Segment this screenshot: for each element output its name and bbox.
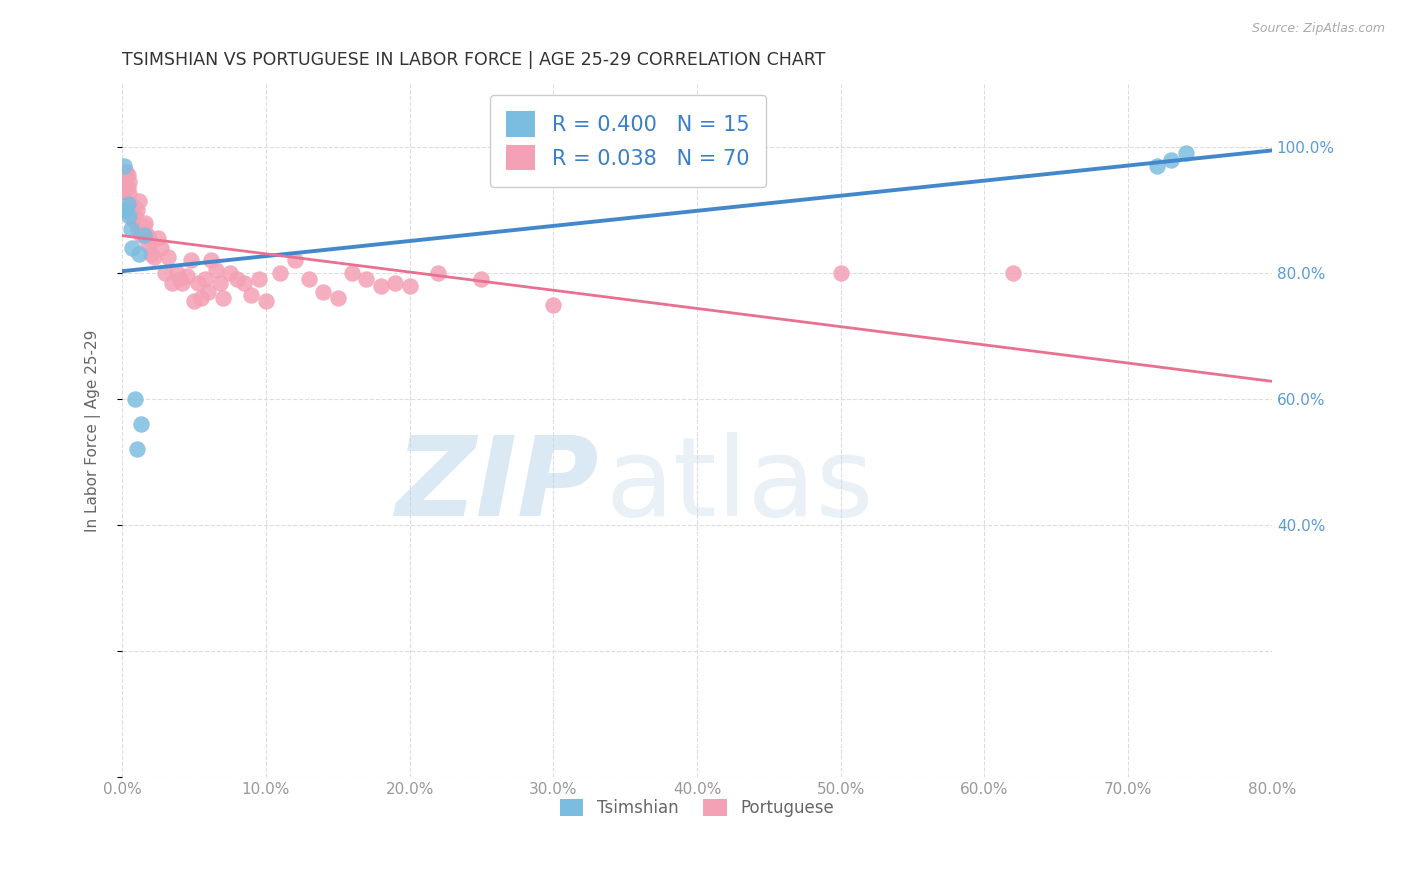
Point [124, 210, 146, 224]
Point [543, 297, 565, 311]
Point [204, 263, 226, 277]
Point [1174, 146, 1197, 161]
Point [162, 276, 184, 290]
Point [120, 200, 142, 214]
Point [1160, 153, 1182, 167]
Point [1146, 159, 1168, 173]
Point [114, 178, 136, 192]
Point [187, 276, 209, 290]
Point [1002, 266, 1025, 280]
Point [139, 247, 162, 261]
Point [240, 288, 263, 302]
Point [298, 272, 321, 286]
Point [112, 181, 135, 195]
Point [131, 222, 153, 236]
Legend: Tsimshian, Portuguese: Tsimshian, Portuguese [554, 792, 841, 824]
Point [121, 210, 143, 224]
Point [356, 272, 378, 286]
Point [117, 196, 139, 211]
Text: atlas: atlas [605, 433, 873, 540]
Point [125, 203, 148, 218]
Text: TSIMSHIAN VS PORTUGUESE IN LABOR FORCE | AGE 25-29 CORRELATION CHART: TSIMSHIAN VS PORTUGUESE IN LABOR FORCE |… [122, 51, 825, 69]
Point [112, 184, 135, 198]
Point [115, 203, 138, 218]
Point [233, 276, 256, 290]
Y-axis label: In Labor Force | Age 25-29: In Labor Force | Age 25-29 [86, 329, 101, 532]
Point [129, 228, 152, 243]
Point [120, 196, 142, 211]
Point [124, 392, 146, 406]
Point [128, 194, 150, 208]
Point [166, 266, 188, 280]
Point [326, 291, 349, 305]
Point [470, 272, 492, 286]
Point [312, 285, 335, 299]
Point [118, 175, 141, 189]
Point [129, 417, 152, 432]
Point [128, 247, 150, 261]
Point [254, 294, 277, 309]
Point [155, 266, 177, 280]
Point [127, 222, 149, 236]
Point [138, 231, 160, 245]
Point [132, 219, 155, 233]
Point [125, 442, 148, 457]
Point [115, 178, 138, 192]
Point [117, 181, 139, 195]
Point [117, 169, 139, 183]
Point [219, 266, 242, 280]
Point [183, 294, 205, 309]
Point [190, 291, 212, 305]
Text: ZIP: ZIP [395, 433, 599, 540]
Point [115, 169, 138, 183]
Point [142, 250, 165, 264]
Point [149, 241, 172, 255]
Point [122, 212, 145, 227]
Point [830, 266, 852, 280]
Point [398, 278, 420, 293]
Point [370, 278, 392, 293]
Point [172, 276, 194, 290]
Point [208, 276, 231, 290]
Point [121, 241, 143, 255]
Point [122, 200, 145, 214]
Point [146, 231, 169, 245]
Point [169, 272, 191, 286]
Point [269, 266, 291, 280]
Text: Source: ZipAtlas.com: Source: ZipAtlas.com [1251, 22, 1385, 36]
Point [197, 285, 219, 299]
Point [384, 276, 406, 290]
Point [200, 253, 222, 268]
Point [176, 269, 198, 284]
Point [112, 159, 135, 173]
Point [211, 291, 233, 305]
Point [134, 216, 156, 230]
Point [115, 165, 138, 179]
Point [340, 266, 363, 280]
Point [194, 272, 217, 286]
Point [114, 169, 136, 183]
Point [157, 250, 180, 264]
Point [120, 222, 142, 236]
Point [284, 253, 307, 268]
Point [118, 187, 141, 202]
Point [136, 237, 159, 252]
Point [118, 210, 141, 224]
Point [132, 228, 155, 243]
Point [226, 272, 249, 286]
Point [180, 253, 202, 268]
Point [114, 203, 136, 218]
Point [135, 228, 157, 243]
Point [247, 272, 270, 286]
Point [121, 200, 143, 214]
Point [427, 266, 450, 280]
